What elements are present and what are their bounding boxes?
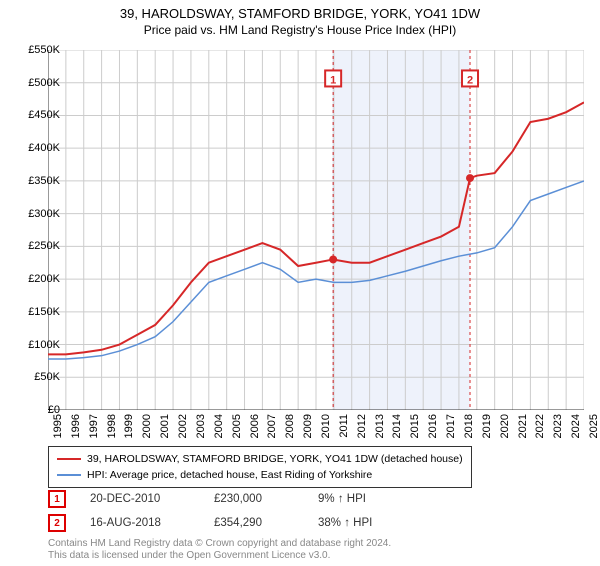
ytick-label: £250K bbox=[15, 240, 60, 252]
xtick-label: 2004 bbox=[213, 414, 225, 438]
legend-label-property: 39, HAROLDSWAY, STAMFORD BRIDGE, YORK, Y… bbox=[87, 451, 463, 467]
legend-swatch-property bbox=[57, 458, 81, 460]
legend: 39, HAROLDSWAY, STAMFORD BRIDGE, YORK, Y… bbox=[48, 446, 472, 488]
sale-row-1: 1 20-DEC-2010 £230,000 9% ↑ HPI bbox=[48, 490, 372, 508]
sale-row-2: 2 16-AUG-2018 £354,290 38% ↑ HPI bbox=[48, 514, 372, 532]
legend-item-property: 39, HAROLDSWAY, STAMFORD BRIDGE, YORK, Y… bbox=[57, 451, 463, 467]
xtick-label: 2024 bbox=[570, 414, 582, 438]
sale-date-1: 20-DEC-2010 bbox=[90, 493, 190, 505]
xtick-label: 2018 bbox=[463, 414, 475, 438]
chart-subtitle: Price paid vs. HM Land Registry's House … bbox=[0, 23, 600, 37]
xtick-label: 2009 bbox=[302, 414, 314, 438]
ytick-label: £400K bbox=[15, 142, 60, 154]
ytick-label: £300K bbox=[15, 208, 60, 220]
ytick-label: £200K bbox=[15, 273, 60, 285]
xtick-label: 1996 bbox=[70, 414, 82, 438]
xtick-label: 2012 bbox=[356, 414, 368, 438]
xtick-label: 2005 bbox=[231, 414, 243, 438]
ytick-label: £100K bbox=[15, 339, 60, 351]
xtick-label: 2002 bbox=[177, 414, 189, 438]
footer-line-1: Contains HM Land Registry data © Crown c… bbox=[48, 538, 391, 550]
ytick-label: £450K bbox=[15, 109, 60, 121]
ytick-label: £500K bbox=[15, 77, 60, 89]
xtick-label: 2007 bbox=[266, 414, 278, 438]
xtick-label: 2020 bbox=[499, 414, 511, 438]
xtick-label: 1997 bbox=[88, 414, 100, 438]
svg-text:1: 1 bbox=[330, 74, 336, 86]
svg-text:2: 2 bbox=[467, 74, 473, 86]
xtick-label: 2011 bbox=[338, 414, 350, 438]
xtick-label: 1998 bbox=[106, 414, 118, 438]
legend-swatch-hpi bbox=[57, 474, 81, 476]
sale-delta-1: 9% ↑ HPI bbox=[318, 493, 366, 505]
xtick-label: 2021 bbox=[517, 414, 529, 438]
xtick-label: 2014 bbox=[391, 414, 403, 438]
footer-line-2: This data is licensed under the Open Gov… bbox=[48, 550, 391, 562]
ytick-label: £150K bbox=[15, 306, 60, 318]
ytick-label: £350K bbox=[15, 175, 60, 187]
xtick-label: 2003 bbox=[195, 414, 207, 438]
xtick-label: 2022 bbox=[534, 414, 546, 438]
xtick-label: 2023 bbox=[552, 414, 564, 438]
xtick-label: 2000 bbox=[141, 414, 153, 438]
chart-plot-area: 12 bbox=[48, 50, 584, 410]
sales-list: 1 20-DEC-2010 £230,000 9% ↑ HPI 2 16-AUG… bbox=[48, 490, 372, 538]
xtick-label: 2006 bbox=[249, 414, 261, 438]
xtick-label: 2008 bbox=[284, 414, 296, 438]
xtick-label: 2017 bbox=[445, 414, 457, 438]
xtick-label: 2016 bbox=[427, 414, 439, 438]
ytick-label: £50K bbox=[15, 371, 60, 383]
legend-label-hpi: HPI: Average price, detached house, East… bbox=[87, 467, 372, 483]
sale-date-2: 16-AUG-2018 bbox=[90, 517, 190, 529]
xtick-label: 2013 bbox=[374, 414, 386, 438]
ytick-label: £550K bbox=[15, 44, 60, 56]
sale-marker-1: 1 bbox=[48, 490, 66, 508]
sale-marker-2: 2 bbox=[48, 514, 66, 532]
xtick-label: 2001 bbox=[159, 414, 171, 438]
chart-title: 39, HAROLDSWAY, STAMFORD BRIDGE, YORK, Y… bbox=[0, 6, 600, 21]
xtick-label: 2019 bbox=[481, 414, 493, 438]
xtick-label: 1999 bbox=[123, 414, 135, 438]
sale-delta-2: 38% ↑ HPI bbox=[318, 517, 372, 529]
xtick-label: 1995 bbox=[52, 414, 64, 438]
xtick-label: 2025 bbox=[588, 414, 600, 438]
legend-item-hpi: HPI: Average price, detached house, East… bbox=[57, 467, 463, 483]
footer: Contains HM Land Registry data © Crown c… bbox=[48, 538, 391, 562]
chart-container: 39, HAROLDSWAY, STAMFORD BRIDGE, YORK, Y… bbox=[0, 6, 600, 566]
chart-svg: 12 bbox=[48, 50, 584, 410]
xtick-label: 2015 bbox=[409, 414, 421, 438]
sale-price-1: £230,000 bbox=[214, 493, 294, 505]
xtick-label: 2010 bbox=[320, 414, 332, 438]
sale-price-2: £354,290 bbox=[214, 517, 294, 529]
